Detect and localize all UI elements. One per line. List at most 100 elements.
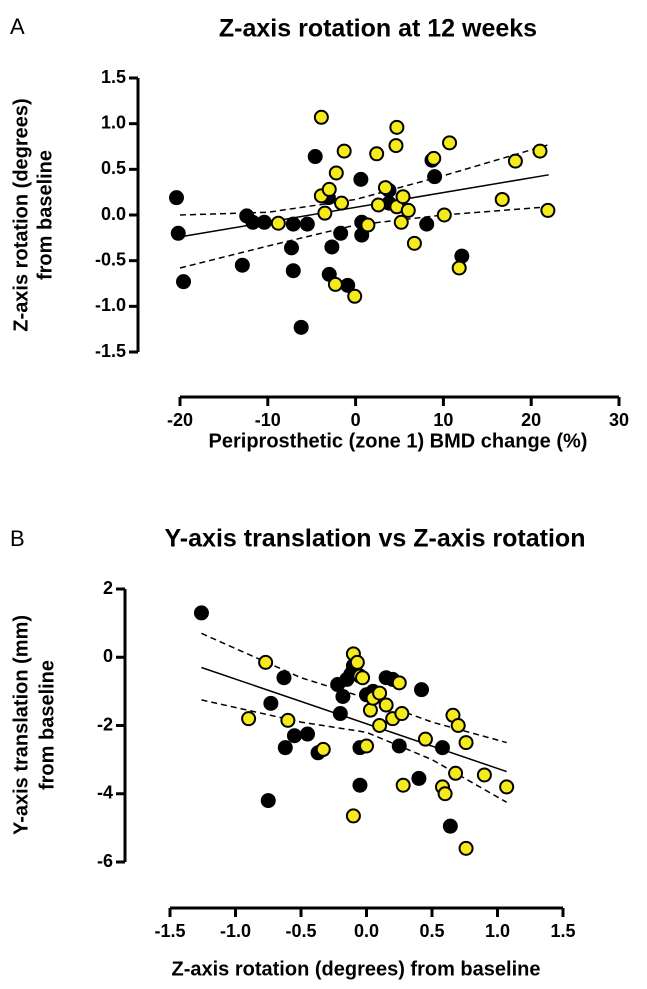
point	[360, 217, 376, 233]
point	[352, 777, 368, 793]
point	[378, 697, 394, 713]
y-tick-label: 1.5	[101, 67, 126, 87]
point	[313, 109, 329, 125]
y-tick-label: 0.5	[101, 158, 126, 178]
point	[286, 728, 302, 744]
point	[436, 207, 452, 223]
point	[280, 712, 296, 728]
point	[277, 740, 293, 756]
x-tick-label: -0.5	[285, 921, 316, 941]
point	[353, 171, 369, 187]
point	[168, 190, 184, 206]
point	[458, 735, 474, 751]
point	[349, 654, 365, 670]
y-tick-label: -1.0	[95, 295, 126, 315]
y-tick-label: -1.5	[95, 341, 126, 361]
point	[388, 138, 404, 154]
point	[332, 706, 348, 722]
point	[256, 214, 272, 230]
x-tick-label: 1.5	[550, 921, 575, 941]
y-tick-label: -4	[97, 783, 113, 803]
point	[317, 205, 333, 221]
point	[276, 670, 292, 686]
x-tick-label: 10	[433, 410, 453, 430]
point	[176, 274, 192, 290]
point	[414, 682, 430, 698]
x-tick-label: 20	[521, 410, 541, 430]
point	[437, 786, 453, 802]
point	[333, 225, 349, 241]
point	[285, 263, 301, 279]
point	[434, 740, 450, 756]
point	[241, 711, 257, 727]
point	[476, 767, 492, 783]
point	[395, 189, 411, 205]
x-tick-label: -20	[167, 410, 193, 430]
point	[395, 777, 411, 793]
point	[334, 195, 350, 211]
y-axis-label: from baseline	[36, 660, 58, 790]
point	[406, 235, 422, 251]
point	[419, 216, 435, 232]
x-axis-label: Periprosthetic (zone 1) BMD change (%)	[209, 430, 588, 452]
point	[507, 153, 523, 169]
point	[307, 149, 323, 165]
point	[442, 818, 458, 834]
x-tick-label: 0.5	[419, 921, 444, 941]
point	[389, 119, 405, 135]
x-tick-label: -1.5	[154, 921, 185, 941]
x-tick-label: -1.0	[220, 921, 251, 941]
ci-upper	[179, 143, 549, 216]
point	[372, 685, 388, 701]
fit-line	[179, 174, 549, 238]
y-tick-label: 0.0	[101, 204, 126, 224]
x-tick-label: 0	[351, 410, 361, 430]
point	[355, 670, 371, 686]
point	[391, 738, 407, 754]
point	[284, 240, 300, 256]
point	[394, 706, 410, 722]
point	[377, 180, 393, 196]
point	[324, 239, 340, 255]
point	[451, 260, 467, 276]
point	[270, 215, 286, 231]
point	[300, 726, 316, 742]
point	[450, 718, 466, 733]
x-tick-label: 1.0	[485, 921, 510, 941]
fit-line	[201, 666, 507, 773]
point	[315, 741, 331, 757]
point	[258, 654, 274, 670]
panel-label: A	[10, 14, 25, 39]
panel-label: B	[10, 526, 25, 551]
point	[234, 257, 250, 273]
point	[454, 248, 470, 264]
y-tick-label: -2	[97, 714, 113, 734]
point	[427, 169, 443, 185]
point	[540, 202, 556, 218]
point	[393, 214, 409, 230]
x-tick-label: 0.0	[354, 921, 379, 941]
point	[494, 191, 510, 207]
point	[193, 605, 209, 621]
point	[417, 731, 433, 747]
y-axis-label: Y-axis translation (mm)	[10, 615, 32, 835]
y-axis-label: from baseline	[34, 150, 56, 280]
x-tick-label: -10	[255, 410, 281, 430]
point	[532, 143, 548, 159]
point	[321, 181, 337, 197]
point	[448, 765, 464, 781]
y-axis-label: Z-axis rotation (degrees)	[10, 98, 32, 331]
point	[458, 840, 474, 856]
point	[411, 770, 427, 786]
y-tick-label: 1.0	[101, 112, 126, 132]
point	[260, 793, 276, 809]
point	[372, 718, 388, 733]
point	[335, 688, 351, 704]
y-tick-label: -0.5	[95, 249, 126, 269]
point	[285, 216, 301, 232]
point	[391, 675, 407, 691]
x-axis-label: Z-axis rotation (degrees) from baseline	[172, 958, 541, 980]
point	[442, 135, 458, 151]
y-tick-label: 0	[103, 646, 113, 666]
